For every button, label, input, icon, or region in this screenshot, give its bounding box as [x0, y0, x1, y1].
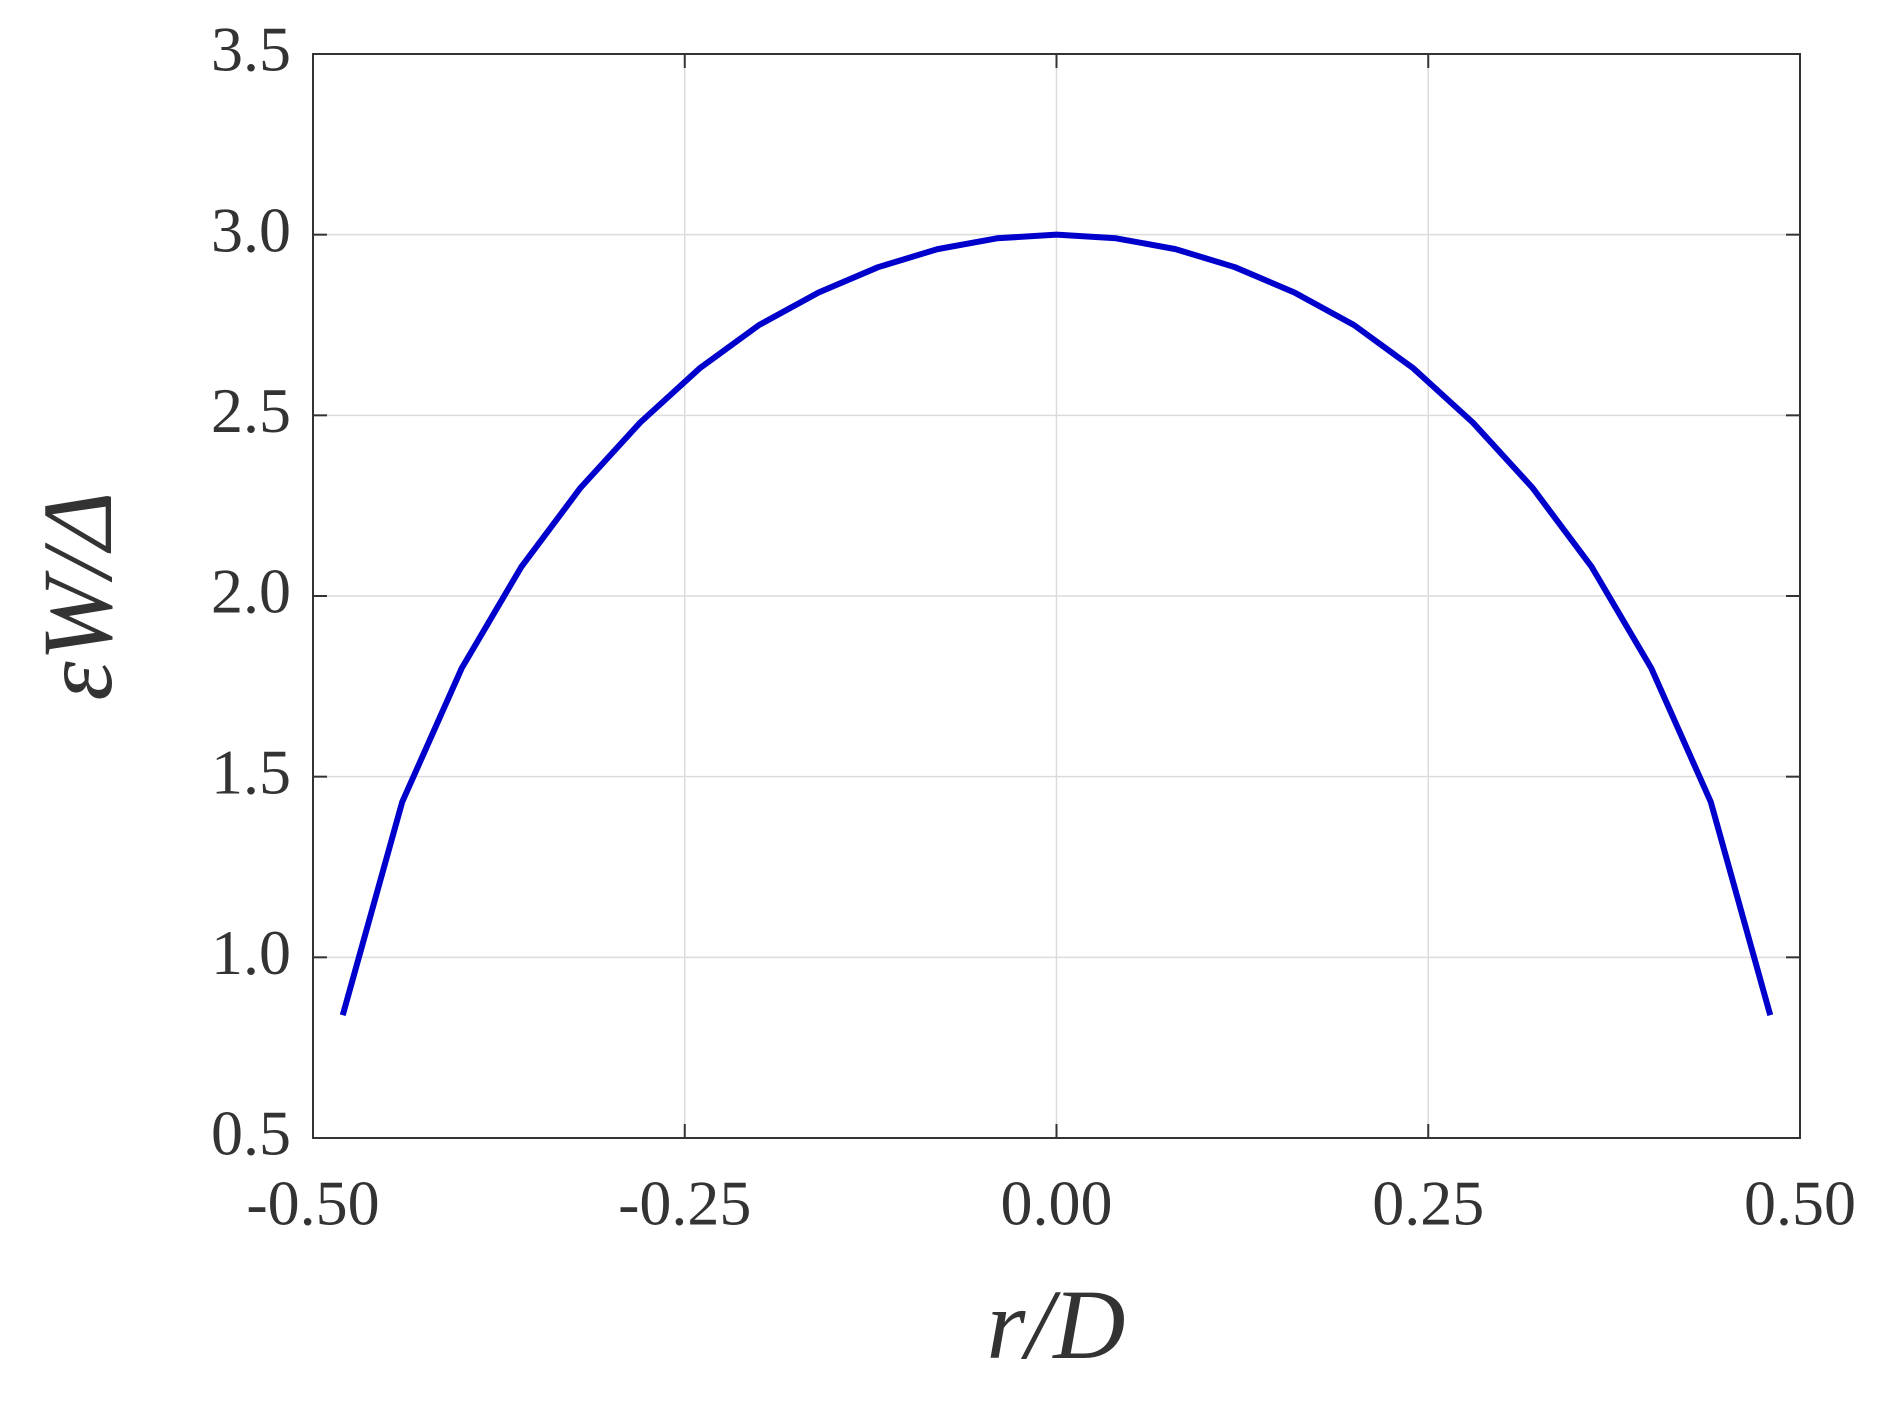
- y-tick-label: 2.5: [211, 375, 291, 446]
- y-tick-label: 1.0: [211, 917, 291, 988]
- x-tick-label: 0.00: [1001, 1168, 1113, 1239]
- y-tick-label: 1.5: [211, 736, 291, 807]
- x-tick-label: 0.25: [1372, 1168, 1484, 1239]
- x-axis-label: r/D: [987, 1269, 1126, 1380]
- y-tick-label: 3.5: [211, 14, 291, 85]
- x-tick-label: -0.50: [246, 1168, 379, 1239]
- plot-frame: [312, 53, 1801, 1139]
- data-line: [339, 231, 1774, 1016]
- y-tick-label: 0.5: [211, 1098, 291, 1169]
- y-tick-label: 2.0: [211, 556, 291, 627]
- x-tick-label: 0.50: [1744, 1168, 1856, 1239]
- x-tick-label: -0.25: [618, 1168, 751, 1239]
- y-tick-label: 3.0: [211, 194, 291, 265]
- y-axis-label: εW/Δ: [22, 491, 133, 700]
